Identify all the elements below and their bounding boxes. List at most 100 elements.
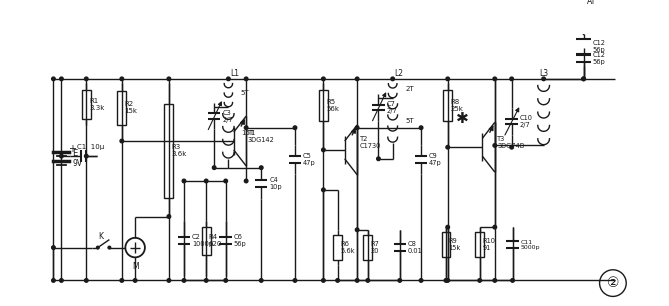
Circle shape [133, 279, 137, 282]
Text: 15T: 15T [241, 130, 254, 136]
Circle shape [355, 77, 359, 80]
Text: +: + [68, 144, 76, 154]
Circle shape [167, 279, 171, 282]
Text: ②: ② [607, 276, 619, 290]
Text: C10
2/7: C10 2/7 [520, 115, 533, 128]
Text: C2
1000p: C2 1000p [192, 234, 213, 248]
Text: C5
47p: C5 47p [303, 153, 316, 166]
Circle shape [444, 279, 448, 282]
Circle shape [510, 77, 513, 80]
Circle shape [398, 279, 401, 282]
Circle shape [205, 179, 208, 183]
Text: C7
2/7: C7 2/7 [387, 101, 397, 114]
Text: R5
56k: R5 56k [326, 99, 339, 112]
Circle shape [336, 279, 339, 282]
Circle shape [322, 188, 325, 192]
Circle shape [205, 279, 208, 282]
Circle shape [493, 279, 496, 282]
Circle shape [227, 77, 230, 80]
Text: M: M [132, 262, 138, 271]
Text: 5T: 5T [241, 90, 250, 96]
Circle shape [293, 126, 297, 129]
Text: R3
3.6k: R3 3.6k [171, 144, 187, 157]
Text: C8
0.01: C8 0.01 [408, 241, 423, 254]
Circle shape [96, 246, 99, 249]
Text: 2T: 2T [405, 86, 413, 91]
Text: R2
15k: R2 15k [124, 101, 137, 114]
Circle shape [510, 145, 513, 149]
Circle shape [355, 228, 359, 232]
Text: 9V: 9V [72, 159, 82, 168]
Circle shape [582, 77, 585, 80]
Circle shape [322, 279, 325, 282]
Circle shape [446, 145, 450, 149]
Circle shape [419, 279, 423, 282]
Text: L2: L2 [395, 69, 403, 78]
Circle shape [355, 279, 359, 282]
Circle shape [108, 246, 110, 249]
Circle shape [377, 157, 380, 161]
Circle shape [84, 77, 88, 80]
Circle shape [60, 77, 63, 80]
Text: R9
15k: R9 15k [449, 238, 461, 252]
Circle shape [244, 179, 248, 183]
Circle shape [212, 166, 216, 170]
Circle shape [52, 77, 56, 80]
Circle shape [419, 126, 423, 129]
Circle shape [493, 226, 496, 229]
Circle shape [244, 77, 248, 80]
Text: R6
5.6k: R6 5.6k [341, 241, 355, 254]
Circle shape [446, 279, 450, 282]
Text: C4
10p: C4 10p [269, 177, 282, 190]
Text: R10
91: R10 91 [482, 238, 495, 252]
Text: R8
25k: R8 25k [450, 99, 463, 112]
Circle shape [120, 279, 124, 282]
Circle shape [84, 279, 88, 282]
Circle shape [84, 154, 88, 158]
Circle shape [366, 279, 369, 282]
Circle shape [167, 215, 171, 218]
Circle shape [120, 139, 124, 143]
Circle shape [478, 279, 482, 282]
Circle shape [60, 279, 63, 282]
Text: T3
3DG74B: T3 3DG74B [498, 136, 524, 149]
Text: T2
C1730: T2 C1730 [360, 136, 381, 149]
Circle shape [293, 279, 297, 282]
Circle shape [493, 144, 496, 147]
Circle shape [446, 77, 450, 80]
Circle shape [493, 77, 496, 80]
Text: L3: L3 [539, 69, 549, 78]
Circle shape [52, 246, 56, 249]
Text: L1: L1 [230, 69, 239, 78]
Text: C3
2/7: C3 2/7 [222, 110, 233, 123]
Circle shape [224, 179, 227, 183]
Circle shape [167, 77, 171, 80]
Text: K: K [98, 233, 103, 241]
Circle shape [510, 279, 514, 282]
Text: R4
620: R4 620 [209, 234, 222, 248]
Text: 5T: 5T [405, 118, 413, 124]
Circle shape [542, 77, 545, 80]
Text: C11
5000p: C11 5000p [520, 240, 540, 250]
Text: ✱: ✱ [456, 111, 468, 126]
Circle shape [446, 226, 450, 229]
Text: AT: AT [587, 0, 596, 6]
Text: T1
3DG142: T1 3DG142 [248, 130, 275, 143]
Circle shape [244, 126, 248, 129]
Circle shape [582, 77, 585, 80]
Circle shape [355, 126, 359, 129]
Text: C1  10μ: C1 10μ [76, 144, 104, 150]
Text: C6
56p: C6 56p [233, 234, 246, 248]
Circle shape [391, 77, 395, 80]
Circle shape [260, 279, 263, 282]
Circle shape [182, 179, 186, 183]
Circle shape [52, 279, 56, 282]
Text: E: E [72, 149, 78, 158]
Circle shape [182, 279, 186, 282]
Text: R1
3.3k: R1 3.3k [89, 98, 104, 111]
Circle shape [60, 154, 63, 158]
Circle shape [260, 166, 263, 170]
Circle shape [120, 77, 124, 80]
Circle shape [322, 148, 325, 152]
Text: R7
20: R7 20 [371, 241, 379, 254]
